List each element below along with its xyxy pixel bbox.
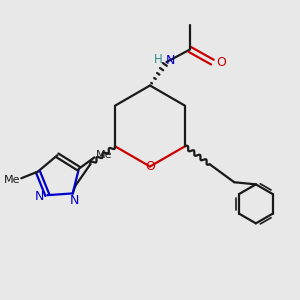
Text: N: N <box>34 190 44 203</box>
Text: H: H <box>154 53 163 66</box>
Text: Me: Me <box>96 150 112 160</box>
Text: Me: Me <box>4 175 20 185</box>
Text: O: O <box>145 160 155 173</box>
Text: N: N <box>166 54 175 67</box>
Text: O: O <box>216 56 226 69</box>
Text: N: N <box>70 194 79 207</box>
